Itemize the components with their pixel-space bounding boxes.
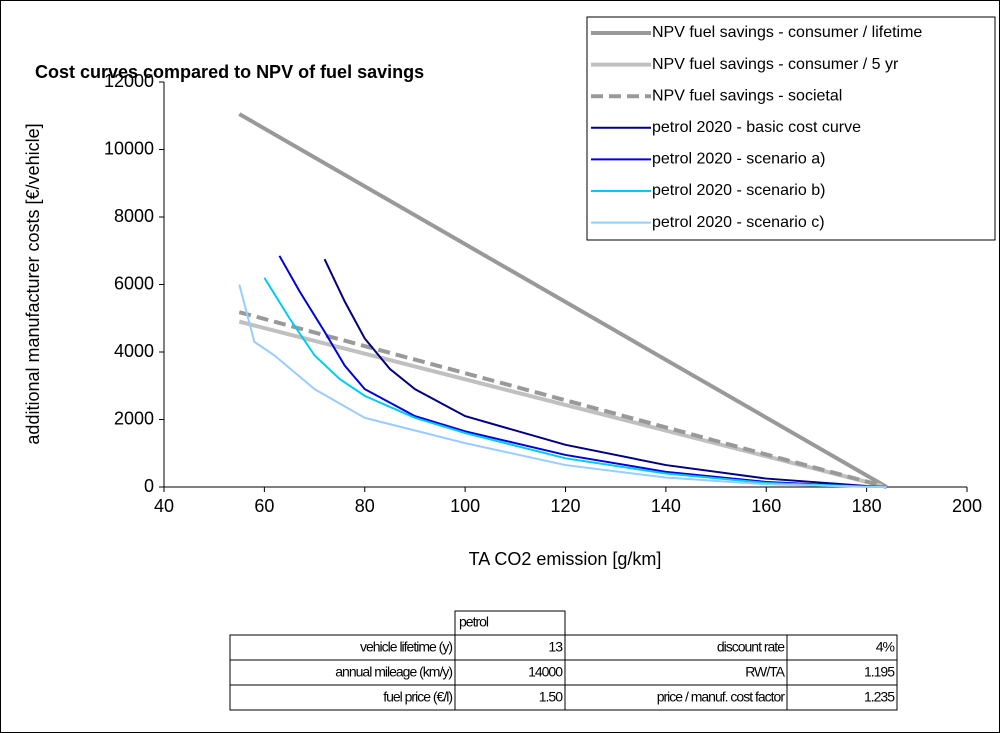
y-axis-label: additional manufacturer costs [€/vehicle…	[23, 123, 43, 444]
table-cell-text: vehicle lifetime (y)	[360, 639, 452, 655]
legend-label: petrol 2020 - scenario b)	[652, 182, 825, 199]
table-cell-text: 1.50	[539, 689, 563, 705]
legend-box	[586, 16, 996, 241]
legend-label: petrol 2020 - scenario a)	[652, 151, 825, 168]
table-cell-text: 14000	[528, 664, 563, 680]
table-cell	[786, 684, 898, 711]
x-tick-label: 120	[550, 496, 580, 516]
y-tick-label: 12000	[104, 71, 154, 91]
legend-label: petrol 2020 - scenario c)	[652, 214, 825, 231]
table-cell-text: annual mileage (km/y)	[335, 664, 452, 680]
table-cell-text: price / manuf. cost factor	[657, 689, 786, 705]
series-line	[263, 277, 887, 488]
series-line	[238, 112, 888, 489]
x-tick-label: 100	[450, 496, 480, 516]
legend-label: NPV fuel savings - societal	[652, 87, 842, 104]
table-cell-text: 1.235	[864, 689, 895, 705]
x-tick-label: 80	[355, 496, 375, 516]
table-cell-text: fuel price (€/l)	[383, 689, 452, 705]
x-axis-label: TA CO2 emission [g/km]	[469, 549, 662, 569]
table-cell-text: 4%	[876, 639, 895, 655]
y-tick-label: 8000	[114, 206, 154, 226]
legend-label: NPV fuel savings - consumer / lifetime	[652, 24, 922, 41]
y-tick-label: 2000	[114, 408, 154, 428]
chart-title: Cost curves compared to NPV of fuel savi…	[35, 62, 424, 82]
table-cell-text: 1.195	[864, 664, 895, 680]
x-tick-label: 60	[254, 496, 274, 516]
table-header: petrol	[459, 614, 489, 630]
table-cell-text: 13	[548, 639, 563, 655]
x-tick-label: 160	[751, 496, 781, 516]
legend-label: petrol 2020 - basic cost curve	[652, 119, 861, 136]
y-tick-label: 0	[144, 476, 154, 496]
x-tick-label: 40	[154, 496, 174, 516]
series-line	[238, 310, 888, 489]
series-line	[323, 258, 887, 488]
x-tick-label: 200	[952, 496, 982, 516]
y-tick-label: 4000	[114, 341, 154, 361]
x-tick-label: 180	[852, 496, 882, 516]
y-tick-label: 6000	[114, 273, 154, 293]
table-cell-text: discount rate	[717, 639, 785, 655]
legend-label: NPV fuel savings - consumer / 5 yr	[652, 56, 899, 73]
y-tick-label: 10000	[104, 138, 154, 158]
table-cell-text: RW/TA	[745, 664, 785, 680]
series-line	[238, 284, 887, 488]
x-tick-label: 140	[651, 496, 681, 516]
